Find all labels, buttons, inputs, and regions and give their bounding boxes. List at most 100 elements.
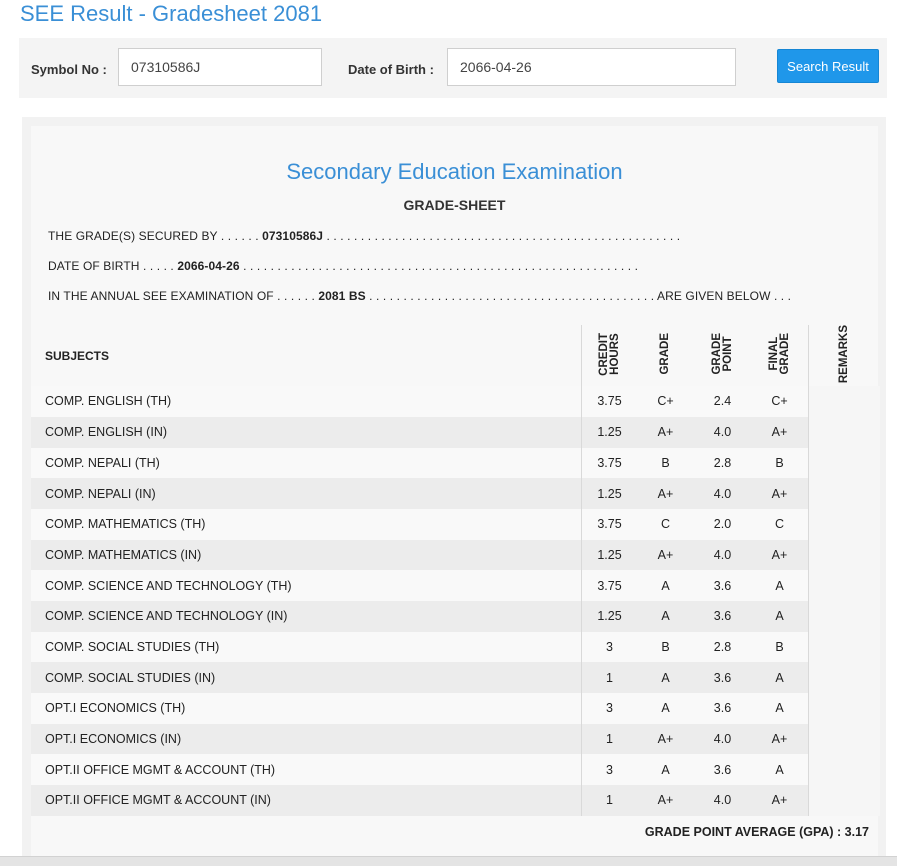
grade-point-cell: 4.0 <box>693 723 752 755</box>
final-grade-cell: A+ <box>751 539 808 571</box>
table-row: COMP. NEPALI (IN) 1.25 A+ 4.0 A+ <box>31 478 880 509</box>
grade-point-cell: 4.0 <box>693 416 752 448</box>
table-row: OPT.II OFFICE MGMT & ACCOUNT (IN) 1 A+ 4.0 A… <box>31 785 880 816</box>
final-grade-cell: A+ <box>751 416 808 448</box>
exam-line-label: IN THE ANNUAL SEE EXAMINATION OF . . . .… <box>48 289 315 303</box>
grade-cell: A+ <box>637 478 694 509</box>
final-grade-cell: C+ <box>751 386 808 417</box>
table-row: OPT.I ECONOMICS (IN) 1 A+ 4.0 A+ <box>31 723 880 755</box>
final-grade-cell: B <box>751 447 808 479</box>
grade-cell: C+ <box>637 386 694 417</box>
credit-hours-cell: 3.75 <box>580 386 638 417</box>
final-grade-cell: A <box>751 600 808 632</box>
exam-line-dots: . . . . . . . . . . . . . . . . . . . . … <box>365 289 657 303</box>
grade-cell: C <box>637 508 694 540</box>
remarks-cell <box>807 570 880 601</box>
credit-hours-cell: 1.25 <box>580 478 638 509</box>
final-grade-cell: B <box>751 631 808 663</box>
search-panel: Symbol No : Date of Birth : Search Resul… <box>19 38 887 98</box>
grade-point-cell: 2.4 <box>693 386 752 417</box>
grade-point-cell: 4.0 <box>693 539 752 571</box>
credit-hours-cell: 1 <box>580 723 638 755</box>
final-grade-cell: A <box>751 570 808 601</box>
grade-cell: A <box>637 600 694 632</box>
header-grade: GRADE <box>659 333 671 375</box>
gradesheet-subtitle: GRADE-SHEET <box>403 197 506 213</box>
grade-cell: A+ <box>637 416 694 448</box>
final-grade-cell: A <box>751 693 808 724</box>
table-row: COMP. MATHEMATICS (IN) 1.25 A+ 4.0 A+ <box>31 539 880 571</box>
final-grade-cell: A+ <box>751 723 808 755</box>
credit-hours-cell: 1 <box>580 785 638 816</box>
subject-cell: COMP. SOCIAL STUDIES (IN) <box>31 662 581 694</box>
grade-cell: B <box>637 631 694 663</box>
dob-line-label: DATE OF BIRTH . . . . . <box>48 259 174 273</box>
header-subjects: SUBJECTS <box>45 348 110 363</box>
secured-by-line: THE GRADE(S) SECURED BY . . . . . . 0731… <box>48 228 680 244</box>
remarks-cell <box>807 785 880 816</box>
credit-hours-cell: 3 <box>580 693 638 724</box>
grade-point-cell: 2.8 <box>693 631 752 663</box>
credit-hours-cell: 3.75 <box>580 570 638 601</box>
credit-hours-cell: 1.25 <box>580 416 638 448</box>
horizontal-scrollbar[interactable] <box>0 856 897 866</box>
exam-line-value: 2081 BS <box>318 289 366 303</box>
grade-cell: A+ <box>637 785 694 816</box>
credit-hours-cell: 3 <box>580 631 638 663</box>
grade-point-cell: 2.8 <box>693 447 752 479</box>
table-row: OPT.I ECONOMICS (TH) 3 A 3.6 A <box>31 693 880 724</box>
grade-point-cell: 4.0 <box>693 785 752 816</box>
header-credit-hours: CREDIT HOURS <box>597 332 621 376</box>
symbol-no-label: Symbol No : <box>31 62 107 77</box>
grades-table: SUBJECTS CREDIT HOURS GRADE GRADE POINT … <box>31 325 880 816</box>
search-result-button[interactable]: Search Result <box>777 49 879 83</box>
remarks-cell <box>807 478 880 509</box>
grade-cell: A <box>637 570 694 601</box>
subject-cell: COMP. SCIENCE AND TECHNOLOGY (IN) <box>31 600 581 632</box>
grade-cell: A <box>637 662 694 694</box>
final-grade-cell: A <box>751 662 808 694</box>
final-grade-cell: C <box>751 508 808 540</box>
grade-cell: A+ <box>637 723 694 755</box>
subject-cell: COMP. SCIENCE AND TECHNOLOGY (TH) <box>31 570 581 601</box>
exam-line: IN THE ANNUAL SEE EXAMINATION OF . . . .… <box>48 288 791 304</box>
remarks-cell <box>807 723 880 755</box>
remarks-cell <box>807 600 880 632</box>
credit-hours-cell: 1.25 <box>580 539 638 571</box>
header-final-grade: FINAL GRADE <box>767 333 791 375</box>
dob-line: DATE OF BIRTH . . . . . 2066-04-26 . . .… <box>48 258 638 274</box>
dob-input[interactable] <box>447 48 736 86</box>
grade-point-cell: 3.6 <box>693 754 752 786</box>
table-row: COMP. SCIENCE AND TECHNOLOGY (IN) 1.25 A 3.… <box>31 600 880 632</box>
subject-cell: COMP. MATHEMATICS (TH) <box>31 508 581 540</box>
subject-cell: OPT.II OFFICE MGMT & ACCOUNT (IN) <box>31 785 581 816</box>
grade-cell: A <box>637 693 694 724</box>
remarks-cell <box>807 386 880 417</box>
table-row: COMP. SCIENCE AND TECHNOLOGY (TH) 3.75 A 3.… <box>31 570 880 601</box>
remarks-cell <box>807 508 880 540</box>
symbol-no-input[interactable] <box>118 48 322 86</box>
final-grade-cell: A+ <box>751 478 808 509</box>
exam-title: Secondary Education Examination <box>286 159 623 184</box>
grade-cell: A+ <box>637 539 694 571</box>
dob-line-value: 2066-04-26 <box>177 259 240 273</box>
table-row: COMP. ENGLISH (IN) 1.25 A+ 4.0 A+ <box>31 416 880 448</box>
grade-point-cell: 3.6 <box>693 693 752 724</box>
dob-line-dots: . . . . . . . . . . . . . . . . . . . . … <box>239 259 639 273</box>
remarks-cell <box>807 631 880 663</box>
secured-by-value: 07310586J <box>262 229 324 243</box>
table-row: COMP. SOCIAL STUDIES (TH) 3 B 2.8 B <box>31 631 880 663</box>
secured-by-label: THE GRADE(S) SECURED BY . . . . . . <box>48 229 259 243</box>
credit-hours-cell: 3.75 <box>580 447 638 479</box>
subject-cell: COMP. MATHEMATICS (IN) <box>31 539 581 571</box>
secured-by-dots: . . . . . . . . . . . . . . . . . . . . … <box>323 229 681 243</box>
final-grade-cell: A <box>751 754 808 786</box>
table-row: COMP. ENGLISH (TH) 3.75 C+ 2.4 C+ <box>31 386 880 417</box>
grade-point-cell: 3.6 <box>693 662 752 694</box>
subject-cell: OPT.I ECONOMICS (TH) <box>31 693 581 724</box>
table-row: COMP. NEPALI (TH) 3.75 B 2.8 B <box>31 447 880 479</box>
credit-hours-cell: 1 <box>580 662 638 694</box>
credit-hours-cell: 3 <box>580 754 638 786</box>
grade-point-cell: 4.0 <box>693 478 752 509</box>
credit-hours-cell: 1.25 <box>580 600 638 632</box>
